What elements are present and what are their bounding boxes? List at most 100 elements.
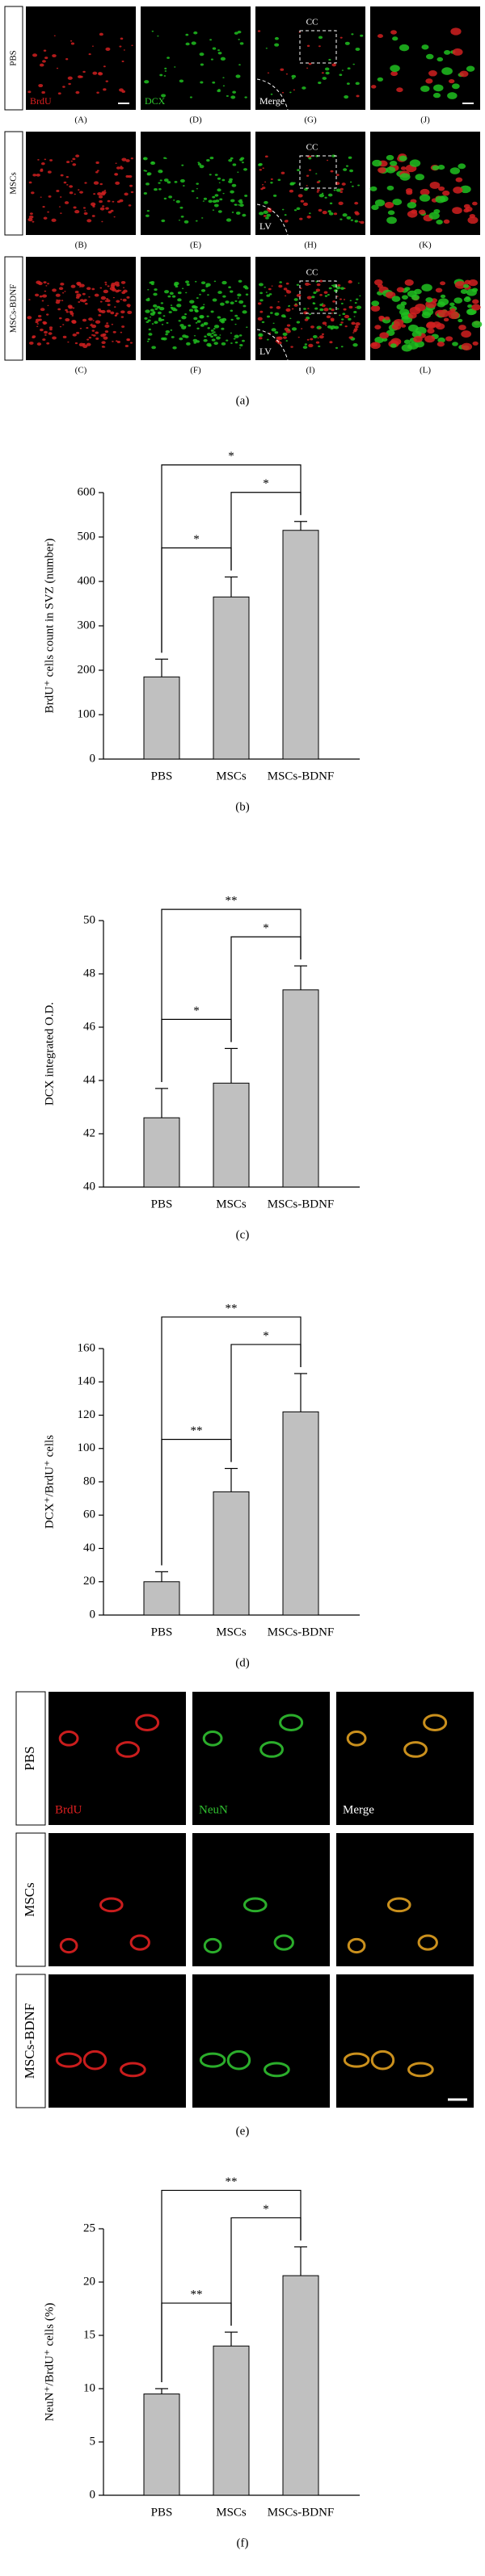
cell <box>104 281 108 283</box>
cell <box>266 213 271 217</box>
cell <box>77 189 80 191</box>
cell <box>206 333 212 337</box>
cell <box>38 83 44 88</box>
x-tick-label: PBS <box>151 770 173 782</box>
cell <box>268 293 272 296</box>
cell <box>200 308 202 310</box>
cell <box>32 174 37 177</box>
cell <box>217 188 221 192</box>
cell <box>196 183 199 185</box>
cell <box>266 294 271 297</box>
cell <box>352 332 355 334</box>
cell <box>95 171 99 174</box>
panel-caption: (d) <box>235 1656 250 1669</box>
cell <box>107 285 110 287</box>
cell <box>458 325 466 330</box>
cell <box>36 323 40 325</box>
cell <box>65 308 68 312</box>
cell <box>165 333 168 336</box>
cell <box>280 171 285 174</box>
cell <box>346 1731 367 1747</box>
cell <box>72 333 77 337</box>
cell <box>78 300 81 303</box>
cell <box>65 176 69 178</box>
region-label: CC <box>306 18 318 27</box>
cell <box>217 210 222 213</box>
cell <box>219 198 223 201</box>
cell <box>372 159 382 167</box>
cell <box>91 329 95 332</box>
cell <box>390 30 397 35</box>
cell <box>309 212 311 215</box>
cell <box>177 291 182 295</box>
cell <box>411 330 422 338</box>
cell <box>235 211 241 215</box>
cell <box>435 195 446 203</box>
cell <box>377 167 386 174</box>
cell <box>174 66 176 68</box>
cell <box>285 308 291 313</box>
channel-label: Merge <box>343 1803 374 1816</box>
cell <box>296 283 300 286</box>
cell <box>290 346 293 348</box>
cell <box>166 321 169 324</box>
roi-box <box>299 30 337 64</box>
cell <box>328 58 331 61</box>
channel-label: LV <box>259 220 272 232</box>
cell <box>268 287 272 291</box>
cell <box>242 310 247 314</box>
cell <box>453 297 463 304</box>
cell <box>147 288 150 291</box>
panel-sublabel: (A) <box>74 115 87 125</box>
cell <box>215 199 220 203</box>
panel-caption: (a) <box>236 394 250 407</box>
y-tick-label: 44 <box>83 1073 96 1086</box>
cell <box>293 209 297 212</box>
cell <box>343 2052 370 2068</box>
cell <box>197 162 202 166</box>
cell <box>274 36 279 40</box>
cell <box>135 1714 160 1731</box>
cell <box>154 308 158 310</box>
cell <box>48 195 52 198</box>
cell <box>221 178 226 182</box>
cell <box>421 283 432 292</box>
cell <box>43 216 48 220</box>
cell <box>306 67 309 69</box>
cell <box>99 207 105 211</box>
cell <box>230 342 233 344</box>
cell <box>303 311 308 315</box>
cell <box>202 200 205 202</box>
cell <box>452 48 463 56</box>
cell <box>185 33 189 36</box>
cell <box>147 319 151 322</box>
cell <box>196 297 199 300</box>
cell <box>270 178 273 180</box>
cell <box>78 286 82 287</box>
cell <box>467 216 479 224</box>
cell <box>65 317 70 322</box>
cell <box>310 325 314 329</box>
cell <box>355 321 361 326</box>
cell <box>146 340 150 342</box>
cell <box>86 338 90 341</box>
micrograph <box>336 1974 474 2108</box>
cell <box>196 197 199 199</box>
cell <box>212 47 217 50</box>
cell <box>346 216 352 220</box>
cell <box>340 302 344 304</box>
y-tick-label: 600 <box>78 485 96 498</box>
cell <box>417 1934 438 1951</box>
cell <box>264 286 266 288</box>
cell <box>159 73 163 77</box>
cell <box>360 34 364 37</box>
cell <box>222 295 226 298</box>
cell <box>86 219 92 223</box>
cell <box>154 321 158 324</box>
cell <box>300 199 305 203</box>
cell <box>356 305 362 309</box>
cell <box>32 53 38 57</box>
cell <box>52 336 57 340</box>
cell <box>348 317 352 321</box>
region-label: CC <box>306 143 318 153</box>
